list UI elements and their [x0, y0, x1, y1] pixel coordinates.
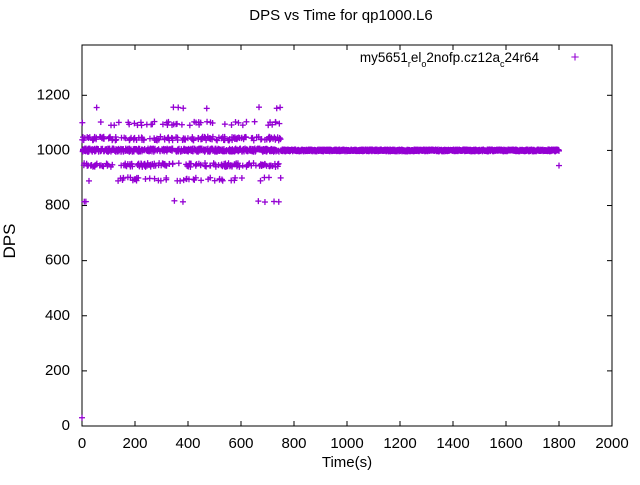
svg-text:1000: 1000: [330, 435, 363, 452]
svg-text:400: 400: [45, 307, 70, 324]
svg-text:2000: 2000: [595, 435, 628, 452]
svg-text:600: 600: [228, 435, 253, 452]
svg-text:800: 800: [281, 435, 306, 452]
svg-text:1200: 1200: [37, 86, 70, 103]
svg-text:DPS: DPS: [0, 224, 19, 259]
svg-text:1600: 1600: [489, 435, 522, 452]
svg-text:1800: 1800: [542, 435, 575, 452]
svg-text:0: 0: [78, 435, 86, 452]
svg-text:1000: 1000: [37, 141, 70, 158]
svg-text:1200: 1200: [383, 435, 416, 452]
svg-text:200: 200: [45, 362, 70, 379]
svg-text:1400: 1400: [436, 435, 469, 452]
svg-text:400: 400: [175, 435, 200, 452]
svg-text:DPS vs Time for qp1000.L6: DPS vs Time for qp1000.L6: [249, 7, 432, 24]
svg-text:600: 600: [45, 252, 70, 269]
svg-text:+: +: [571, 49, 580, 66]
svg-text:0: 0: [62, 417, 70, 434]
svg-text:800: 800: [45, 197, 70, 214]
svg-text:200: 200: [122, 435, 147, 452]
svg-text:Time(s): Time(s): [322, 454, 372, 471]
